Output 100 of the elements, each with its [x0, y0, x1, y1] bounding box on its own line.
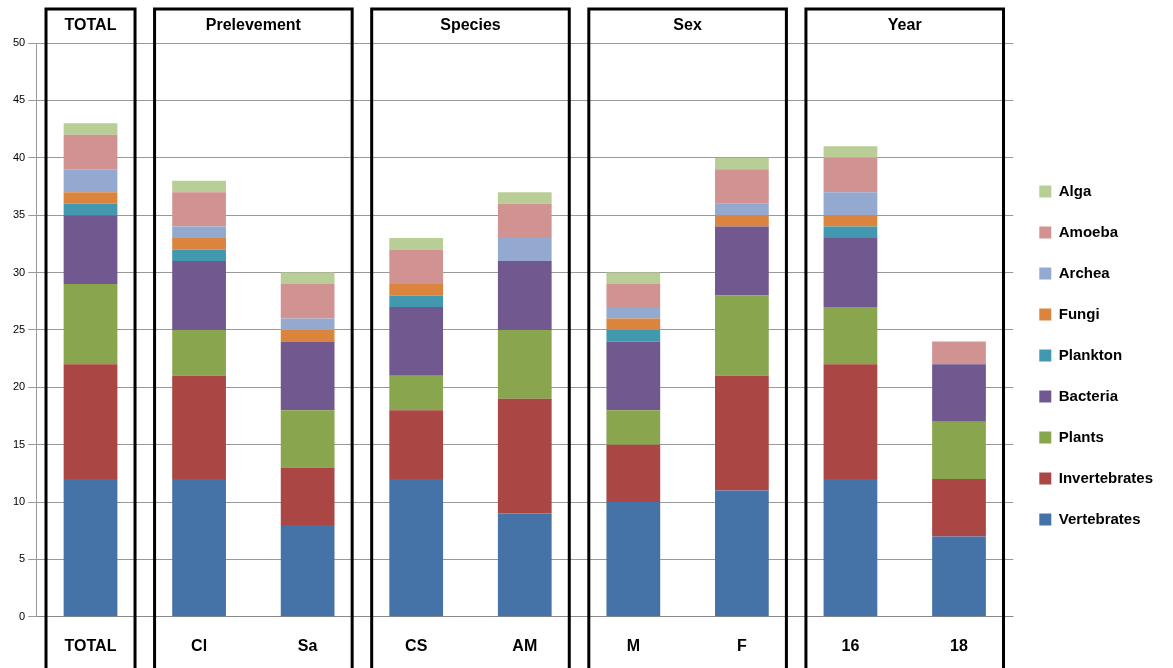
bar	[715, 215, 769, 227]
legend-label: Plankton	[1058, 345, 1123, 363]
x-tick-label: 18	[950, 636, 969, 654]
legend-label: Fungi	[1058, 304, 1100, 322]
bar	[280, 318, 335, 330]
bar	[389, 249, 444, 284]
bar	[280, 410, 335, 468]
legend-label: Invertebrates	[1058, 468, 1154, 486]
bar	[389, 410, 444, 480]
bar	[823, 146, 878, 158]
bar	[823, 364, 878, 480]
bar	[280, 284, 335, 319]
bar	[172, 180, 226, 193]
bar	[715, 490, 769, 617]
x-tick-label: 16	[841, 636, 860, 654]
y-tick-label: 40	[12, 150, 26, 163]
x-tick-label: Sa	[297, 636, 318, 654]
bar	[497, 398, 552, 514]
text: Prelevement	[205, 16, 302, 34]
bar	[932, 364, 986, 422]
bar	[172, 479, 226, 617]
text: TOTAL	[64, 16, 117, 34]
bar	[63, 479, 118, 617]
bar	[715, 157, 769, 170]
bar	[63, 192, 118, 204]
x-tick-label: M	[626, 636, 640, 654]
legend-label: Amoeba	[1058, 222, 1119, 240]
bar	[63, 284, 118, 365]
y-tick-label: 15	[12, 437, 26, 450]
bar	[280, 329, 335, 342]
bar	[497, 329, 552, 399]
bar	[172, 375, 226, 480]
bar	[606, 284, 661, 307]
y-tick-label: 10	[12, 495, 26, 508]
bar	[389, 238, 444, 250]
bar	[715, 375, 769, 491]
bar	[63, 169, 118, 193]
bar	[389, 295, 444, 307]
y-tick-label: 50	[12, 36, 26, 49]
bar	[932, 536, 986, 617]
x-tick-label: AM	[512, 636, 538, 654]
bar	[932, 479, 986, 537]
bar	[497, 192, 552, 204]
legend-label: Vertebrates	[1058, 509, 1141, 527]
bar	[172, 238, 226, 250]
bar	[497, 513, 552, 617]
bar	[932, 421, 986, 480]
bar	[172, 226, 226, 239]
bar	[606, 341, 661, 411]
bar	[932, 341, 986, 365]
bar	[280, 467, 335, 525]
bar	[497, 238, 552, 262]
bar	[172, 192, 226, 227]
x-tick-label: TOTAL	[64, 636, 117, 654]
bar	[823, 215, 878, 227]
legend-label: Plants	[1058, 427, 1104, 445]
bar	[715, 295, 769, 376]
y-tick-label: 35	[12, 208, 26, 221]
y-tick-label: 30	[12, 265, 26, 278]
bar	[715, 169, 769, 204]
bar	[63, 203, 118, 216]
bar	[389, 306, 444, 376]
bar	[63, 364, 118, 480]
bar	[606, 306, 661, 319]
bar	[172, 249, 226, 262]
bar	[715, 226, 769, 296]
x-tick-label: Cl	[191, 636, 208, 654]
y-tick-label: 20	[12, 380, 26, 393]
bar	[497, 203, 552, 239]
text: Species	[440, 16, 501, 34]
bar	[606, 318, 661, 330]
bar	[63, 123, 118, 135]
bar	[280, 272, 335, 284]
x-tick-label: F	[736, 636, 747, 654]
y-tick-label: 45	[12, 93, 26, 106]
text: Year	[887, 16, 922, 34]
bar	[389, 284, 444, 296]
bar	[389, 375, 444, 411]
bar	[715, 203, 769, 216]
bar	[63, 134, 118, 170]
bar	[823, 157, 878, 193]
bar	[389, 479, 444, 617]
y-tick-label: 25	[12, 322, 26, 335]
text: Sex	[673, 16, 702, 34]
bar	[606, 502, 661, 617]
y-tick-label: 0	[19, 609, 26, 622]
legend-label: Alga	[1058, 181, 1092, 199]
bar	[823, 306, 878, 365]
bar	[823, 479, 878, 617]
bar	[172, 261, 226, 330]
bar	[606, 329, 661, 342]
x-tick-label: CS	[405, 636, 428, 654]
legend-label: Bacteria	[1058, 386, 1119, 404]
bar	[823, 226, 878, 239]
y-tick-label: 5	[19, 552, 26, 565]
bar	[606, 272, 661, 284]
bar	[497, 261, 552, 330]
bar	[823, 238, 878, 307]
bar	[606, 444, 661, 503]
bar	[63, 215, 118, 284]
